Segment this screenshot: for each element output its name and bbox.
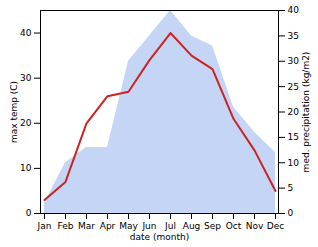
svg-text:Jun: Jun (141, 221, 156, 231)
svg-text:Feb: Feb (58, 221, 74, 231)
svg-text:30: 30 (20, 73, 32, 83)
svg-text:med. precipitation (kg/m2): med. precipitation (kg/m2) (301, 52, 311, 173)
svg-text:5: 5 (288, 183, 294, 193)
svg-text:20: 20 (20, 118, 32, 128)
svg-text:Dec: Dec (267, 221, 284, 231)
svg-text:10: 10 (288, 158, 300, 168)
svg-text:Jul: Jul (164, 221, 176, 231)
svg-text:Aug: Aug (183, 221, 201, 231)
svg-text:10: 10 (20, 163, 32, 173)
svg-text:Mar: Mar (78, 221, 95, 231)
svg-text:max temp (C): max temp (C) (9, 81, 19, 143)
svg-text:20: 20 (288, 107, 300, 117)
svg-text:15: 15 (288, 132, 299, 142)
svg-text:Nov: Nov (246, 221, 264, 231)
svg-text:date (month): date (month) (130, 232, 189, 242)
svg-text:0: 0 (26, 208, 32, 218)
svg-text:0: 0 (288, 208, 294, 218)
svg-text:30: 30 (288, 56, 300, 66)
svg-text:40: 40 (288, 5, 300, 15)
svg-text:Oct: Oct (226, 221, 242, 231)
svg-text:Apr: Apr (100, 221, 116, 231)
svg-text:25: 25 (288, 82, 299, 92)
svg-text:40: 40 (20, 28, 32, 38)
svg-text:May: May (119, 221, 138, 231)
svg-text:Jan: Jan (37, 221, 52, 231)
svg-text:Sep: Sep (204, 221, 221, 231)
svg-text:35: 35 (288, 31, 299, 41)
